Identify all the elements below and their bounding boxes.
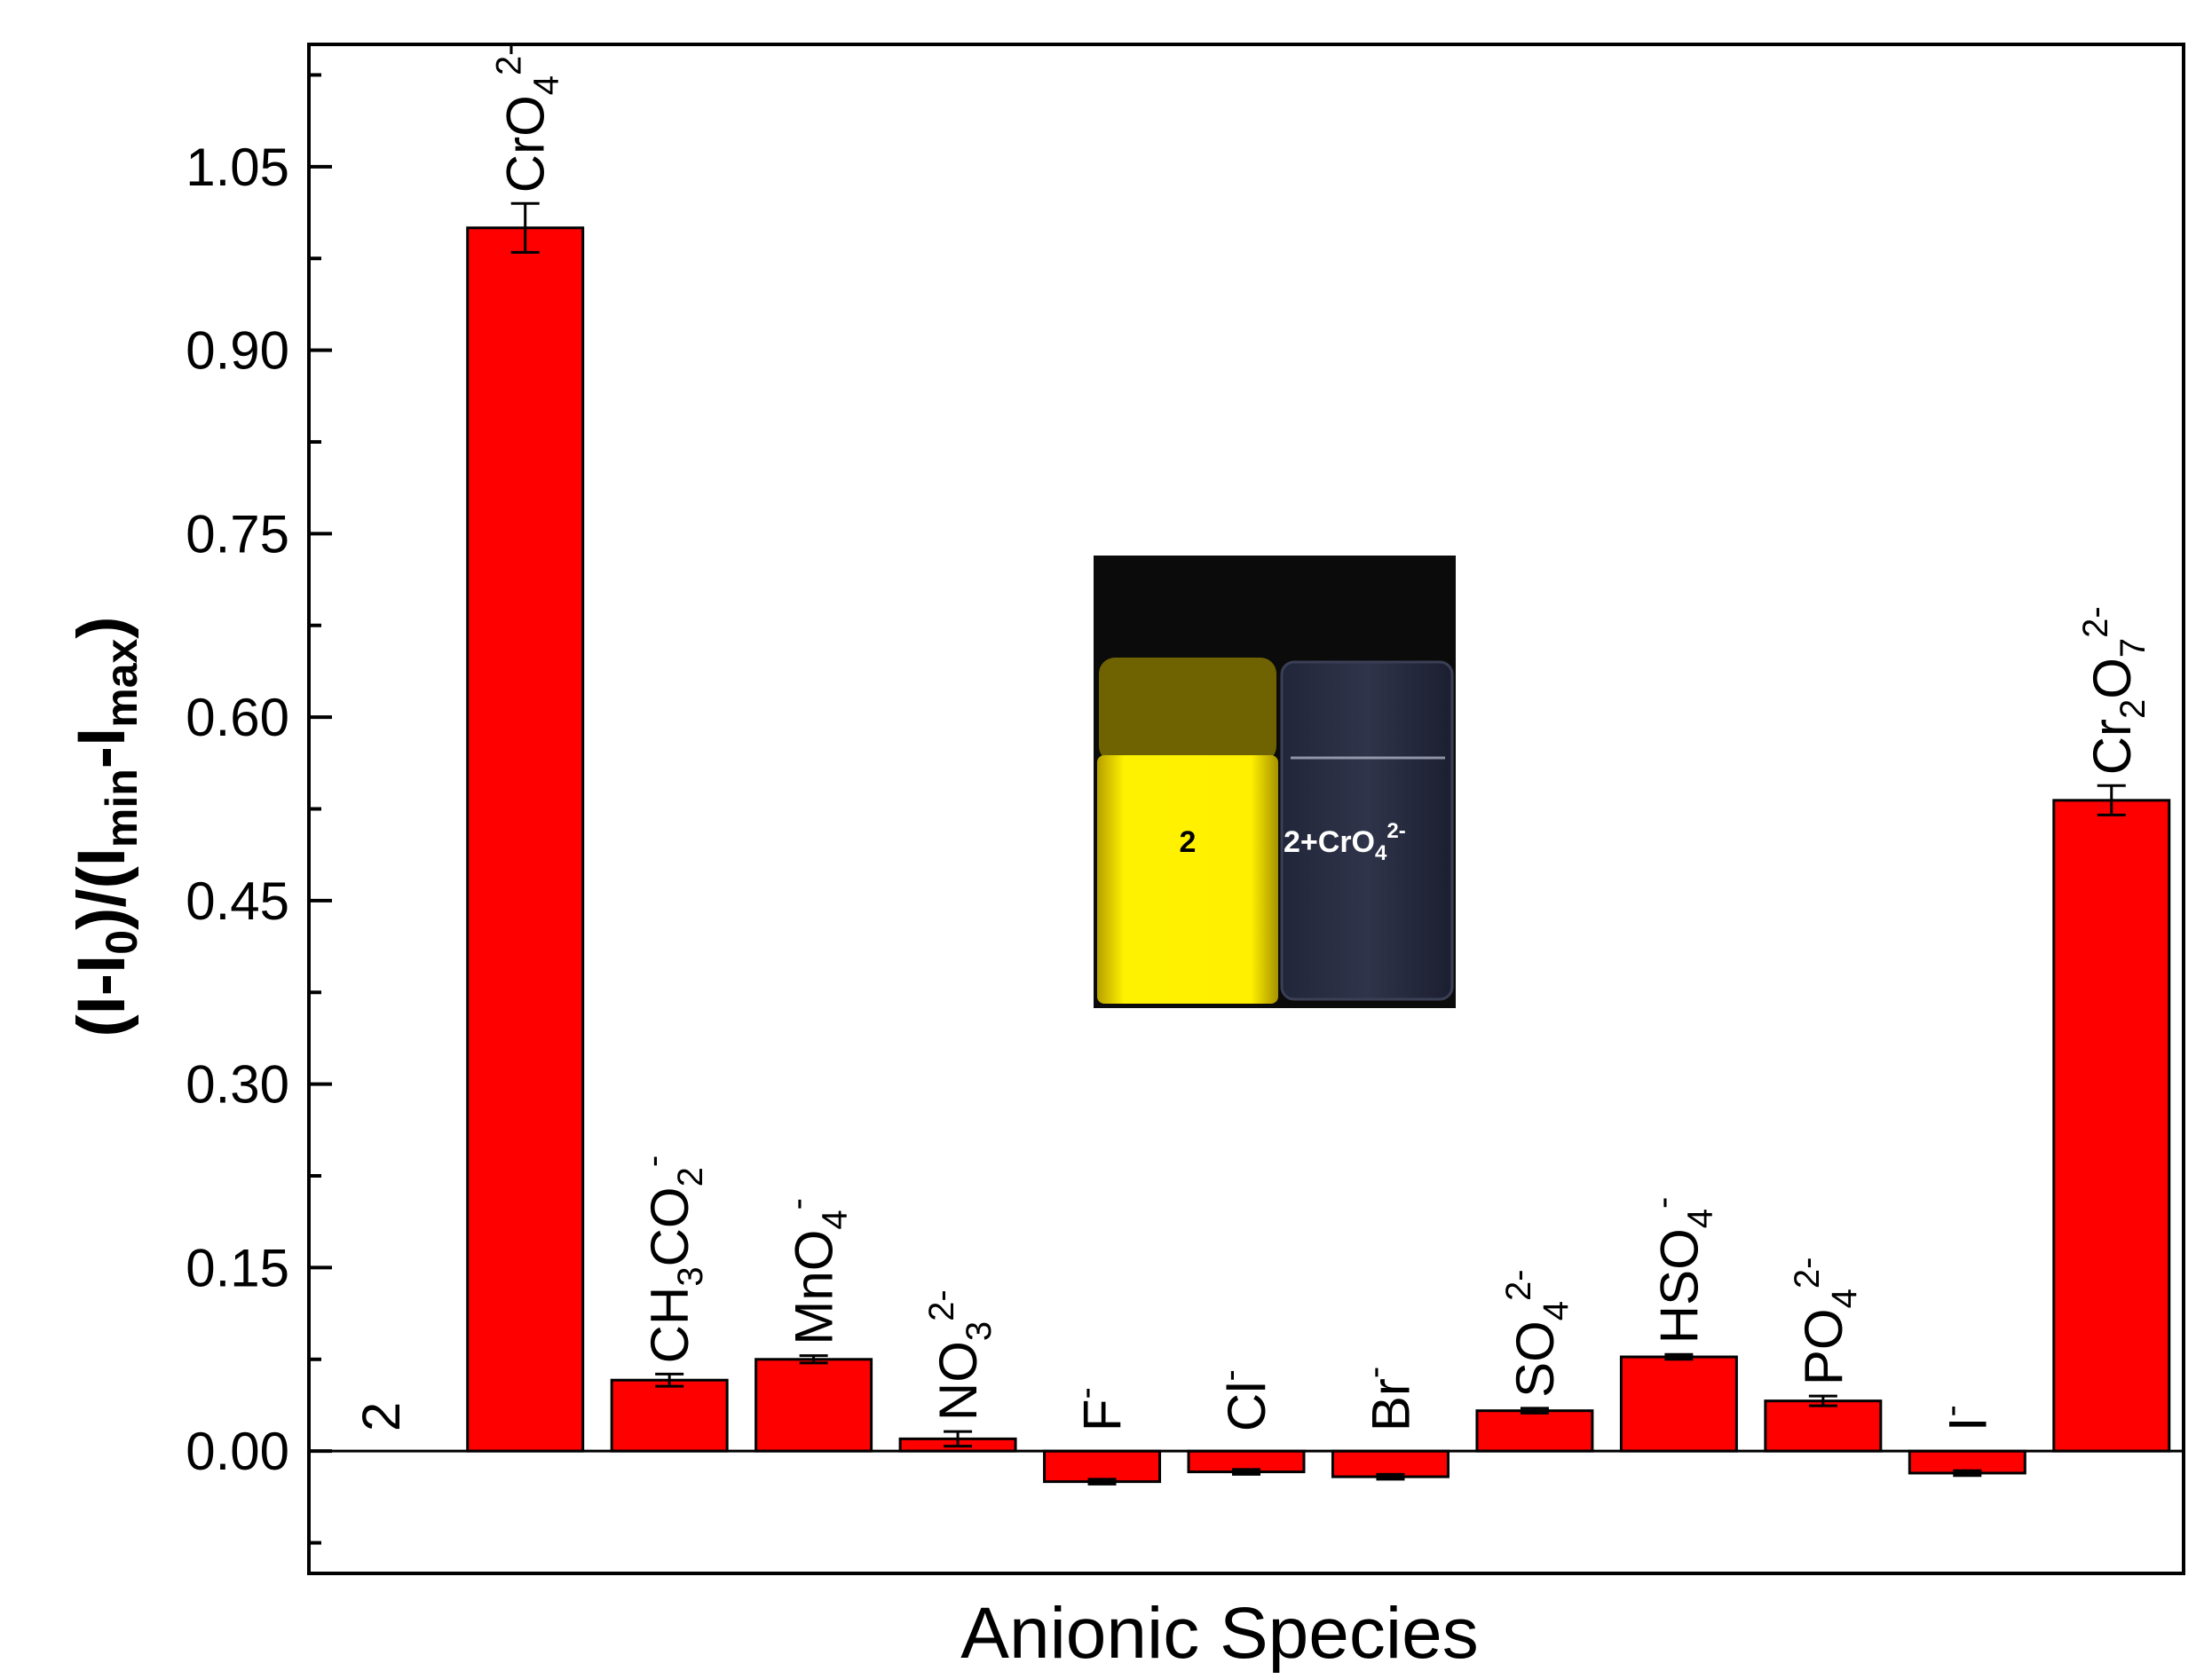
category-label: 2 (352, 1402, 411, 1431)
right-vial (1280, 660, 1454, 1001)
left-vial (1097, 755, 1278, 1004)
category-label: SO42- (1499, 1269, 1576, 1398)
y-tick-label: 0.00 (186, 1422, 289, 1481)
error-bar (2097, 784, 2126, 816)
category-label: F- (1067, 1387, 1133, 1431)
error-bar (1232, 1468, 1260, 1476)
inset-label-right: 2+CrO42- (1284, 819, 1406, 865)
errorbars-layer (510, 201, 2126, 1486)
y-tick-label: 0.45 (186, 871, 289, 931)
error-bar (1376, 1472, 1405, 1481)
error-bar (799, 1354, 828, 1365)
y-axis: 0.00 0.15 0.30 0.45 0.60 0.75 0.90 1.05 (186, 73, 332, 1545)
category-label: Cl- (1211, 1369, 1276, 1431)
y-tick-label: 1.05 (186, 138, 289, 197)
left-vial-neck (1099, 658, 1276, 762)
error-bar (510, 201, 540, 254)
category-label: NO32- (922, 1289, 999, 1421)
y-tick-label: 0.30 (186, 1055, 289, 1115)
category-label: I- (1932, 1405, 1997, 1431)
category-label: PO42- (1788, 1257, 1864, 1386)
bar (2052, 799, 2171, 1453)
category-labels: 2 CrO42- CH3CO2- MnO4- NO32- F- Cl- Br- SO42- HSO… (352, 43, 2153, 1431)
y-tick-label: 0.75 (186, 504, 289, 564)
error-bar (1664, 1352, 1694, 1361)
category-label: CrO42- (490, 43, 566, 193)
bar (1619, 1355, 1738, 1453)
y-tick-label: 0.15 (186, 1238, 289, 1297)
bar (1043, 1449, 1162, 1484)
category-label: CH3CO2- (634, 1155, 710, 1364)
category-label: Cr2O72- (2076, 606, 2153, 775)
error-bar (944, 1430, 973, 1448)
bars-layer (466, 226, 2171, 1484)
bar (1475, 1409, 1594, 1453)
inset-photo: 2 2+CrO42- (1094, 556, 1456, 1008)
y-axis-title: (I-I0)/(Imin-Imax) (64, 616, 146, 1037)
inset-label-left: 2 (1180, 825, 1197, 859)
bar (1331, 1449, 1450, 1478)
bar (610, 1378, 729, 1453)
category-label: Br- (1355, 1367, 1420, 1431)
bar (1764, 1399, 1883, 1453)
y-tick-label: 0.60 (186, 688, 289, 747)
error-bar (1520, 1407, 1549, 1415)
category-label: MnO4- (778, 1198, 855, 1345)
error-bar (1953, 1469, 1982, 1478)
error-bar (655, 1372, 684, 1388)
category-label: HSO4- (1643, 1197, 1719, 1344)
error-bar (1087, 1478, 1117, 1486)
bar (466, 226, 585, 1453)
x-axis-title: Anionic Species (960, 1593, 1478, 1674)
error-bar (1808, 1394, 1837, 1407)
bar (754, 1358, 873, 1453)
y-tick-label: 0.90 (186, 321, 289, 381)
